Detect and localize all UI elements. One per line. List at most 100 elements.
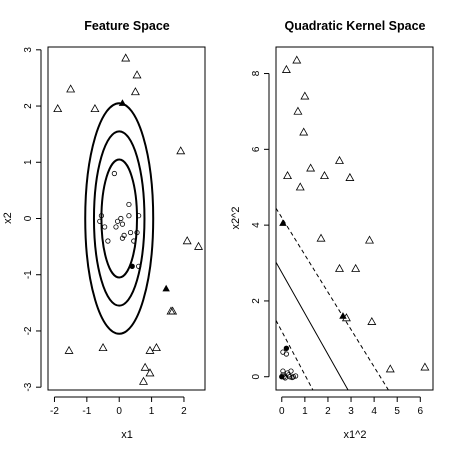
kernel-space-x-tick-label: 4 [371, 406, 377, 417]
triangle-point [145, 368, 155, 377]
kernel-space-y-tick-label: 2 [251, 298, 262, 304]
triangle-point [335, 263, 344, 272]
triangle-point [121, 53, 131, 62]
kernel-space-y-tick-label: 4 [251, 222, 262, 228]
feature-space-y-tick-label: -1 [23, 270, 34, 279]
triangle-point [306, 163, 316, 172]
kernel-space-x-tick-label: 6 [418, 406, 424, 417]
feature-space-y-tick-label: -3 [23, 382, 34, 391]
triangle-point [53, 104, 63, 113]
feature-space-x-tick-label: 1 [149, 406, 155, 417]
triangle-point [281, 64, 291, 73]
circle-point [113, 224, 119, 230]
feature-space-title: Feature Space [84, 19, 170, 33]
circle-point [98, 213, 105, 219]
triangle-point [176, 146, 186, 155]
triangle-point [145, 345, 155, 354]
circle-point [126, 201, 132, 208]
feature-space-y-tick-label: 2 [23, 103, 34, 109]
triangle-point [320, 171, 329, 180]
triangle-point [293, 106, 303, 115]
triangle-point [139, 376, 148, 385]
triangle-point [295, 182, 305, 191]
kernel-space-axes: 0 1 2 3 4 5 6 0 2 4 6 8 [251, 70, 424, 417]
triangle-point [351, 263, 361, 272]
support-vector-triangle-point [162, 284, 170, 292]
triangle-point [182, 236, 192, 245]
triangle-point [367, 316, 377, 325]
decision-contour-ellipse [100, 158, 139, 279]
circle-point [127, 229, 134, 236]
decision-contour-ellipse [92, 130, 146, 307]
triangle-point [385, 364, 395, 373]
circle-point [114, 218, 121, 224]
triangle-point [66, 84, 76, 93]
triangle-point [300, 91, 310, 100]
circle-point [290, 374, 296, 380]
triangle-point [283, 171, 293, 180]
triangle-point [292, 55, 302, 64]
triangle-point [90, 104, 100, 113]
kernel-space-x-tick-label: 3 [348, 406, 354, 417]
circle-point [293, 373, 299, 379]
triangle-point [299, 127, 309, 136]
feature-space-x-tick-label: 2 [181, 406, 187, 417]
kernel-space-x-axis-label: x1^2 [344, 429, 367, 441]
circle-point [119, 235, 126, 241]
triangle-point [345, 172, 355, 181]
circle-point [126, 213, 132, 219]
circle-point [119, 221, 126, 227]
triangle-point [194, 241, 204, 250]
feature-space-x-tick-label: -2 [50, 406, 59, 417]
triangle-point [335, 155, 344, 164]
circle-point [102, 224, 108, 230]
feature-space-x-axis-label: x1 [121, 429, 133, 441]
circle-point [288, 368, 294, 374]
kernel-space-x-tick-label: 0 [279, 406, 285, 417]
feature-space-panel: Feature Space -2 -1 0 1 2 -3 -2 -1 0 1 2 3 x1 x2 [2, 19, 206, 441]
support-vector-circle-point [129, 263, 135, 269]
support-vector-circle-point [279, 374, 285, 380]
triangle-point [365, 235, 374, 244]
triangle-point [130, 87, 140, 96]
feature-space-y-axis-label: x2 [2, 212, 14, 224]
support-vector-triangle-point [118, 99, 127, 106]
kernel-space-y-tick-label: 6 [251, 146, 262, 152]
triangle-point [98, 343, 108, 352]
feature-space-y-tick-label: 3 [23, 47, 34, 53]
kernel-space-y-axis-label: x2^2 [230, 207, 242, 230]
kernel-space-x-tick-label: 1 [302, 406, 308, 417]
circle-point [97, 218, 103, 224]
circle-point [134, 229, 140, 236]
margin-line [276, 207, 390, 390]
kernel-space-x-tick-label: 5 [394, 406, 400, 417]
feature-space-axes: -2 -1 0 1 2 -3 -2 -1 0 1 2 3 [23, 47, 187, 417]
circle-point [111, 170, 117, 177]
circle-point [118, 215, 124, 222]
support-vector-triangle-point [339, 312, 347, 319]
feature-space-y-tick-label: 0 [23, 215, 34, 221]
support-vector-circle-point [283, 345, 290, 352]
feature-space-data-layer [53, 53, 204, 385]
feature-space-y-tick-label: -2 [23, 326, 34, 335]
decision-contour-ellipse [84, 102, 155, 335]
triangle-point [151, 343, 161, 352]
circle-point [105, 238, 111, 244]
triangle-point [64, 345, 74, 354]
kernel-space-data-layer [276, 55, 430, 390]
triangle-point [140, 362, 150, 371]
circle-point [287, 374, 293, 380]
kernel-space-plot-frame [275, 46, 434, 391]
circle-point [283, 351, 289, 357]
support-vector-triangle-point [279, 219, 287, 226]
feature-space-x-tick-label: -1 [82, 406, 91, 417]
feature-space-plot-frame [47, 46, 206, 391]
kernel-space-y-tick-label: 8 [251, 70, 262, 76]
triangle-point [168, 306, 178, 315]
triangle-point [132, 70, 142, 79]
decision-boundary-line [276, 262, 349, 390]
circle-point [280, 368, 286, 374]
circle-point [136, 213, 142, 219]
triangle-point [316, 233, 326, 242]
